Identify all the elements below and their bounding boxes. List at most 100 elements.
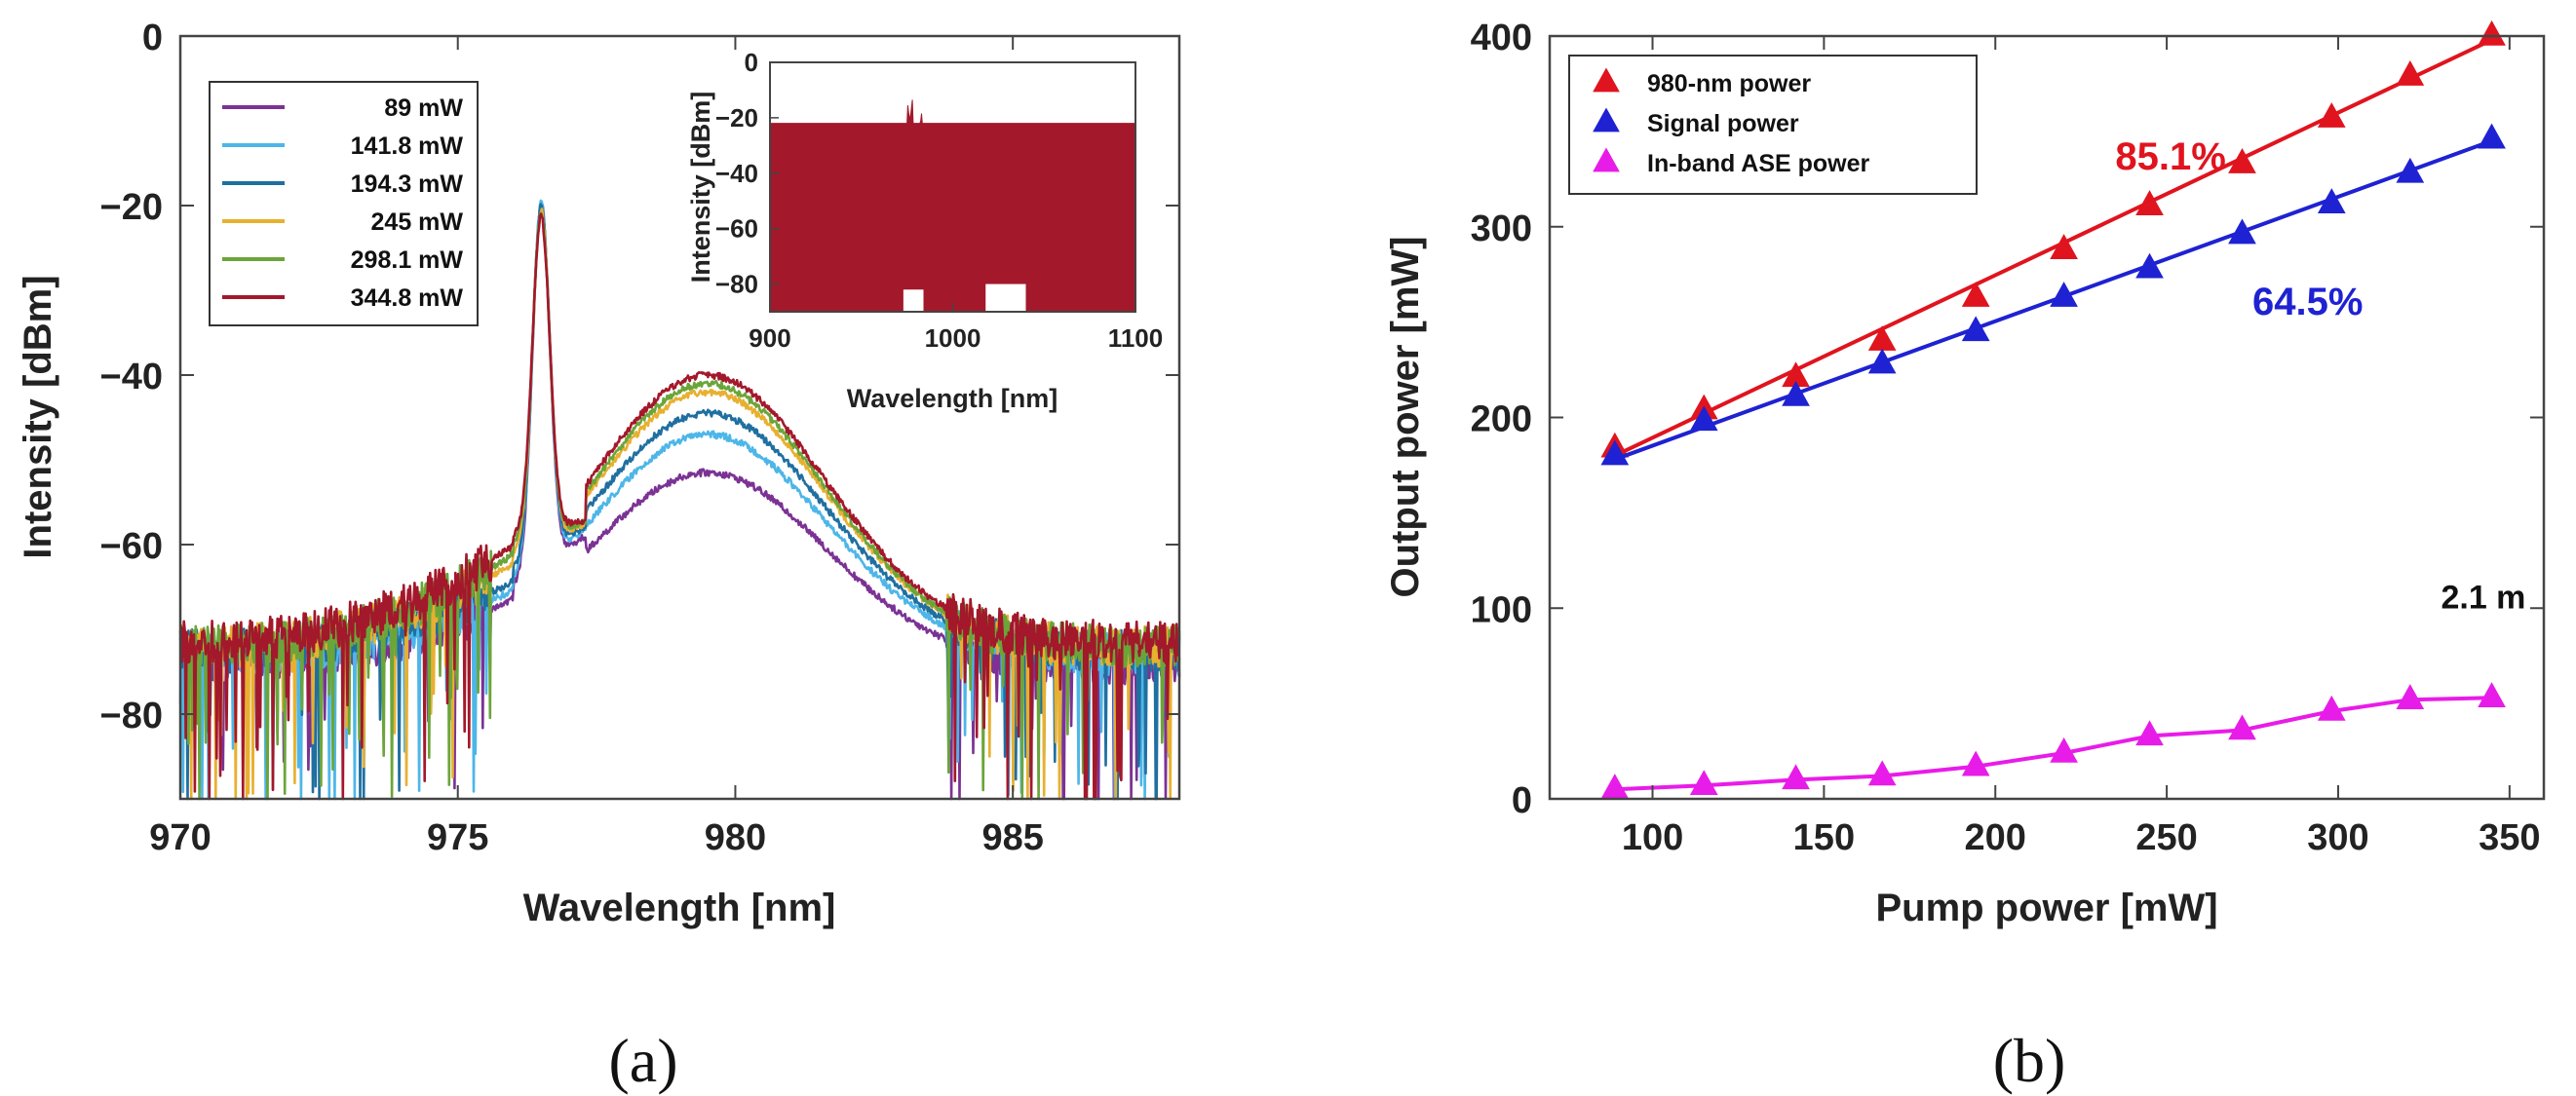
legend-marker-b-2 <box>1593 147 1620 172</box>
chart-a-ylabel: Intensity [dBm] <box>17 275 59 558</box>
inset-gap-1 <box>903 289 924 312</box>
y-tick-label-a-0: 0 <box>142 18 163 58</box>
marker-b-1-0 <box>1600 439 1630 466</box>
x-tick-label-b-2: 200 <box>1965 817 2026 858</box>
x-tick-label-b-1: 150 <box>1793 817 1855 858</box>
chart-b-series <box>1600 19 2506 799</box>
marker-b-2-7 <box>2228 714 2256 740</box>
marker-b-0-3 <box>1867 325 1897 351</box>
x-tick-label-a-0: 970 <box>149 817 211 858</box>
inset-spectrum-area <box>769 99 1136 313</box>
marker-b-1-7 <box>2228 218 2256 245</box>
y-tick-label-a-4: −80 <box>100 696 163 737</box>
inset-y-tick-label-1: −20 <box>715 103 758 132</box>
annotation-b-1: 64.5% <box>2252 281 2363 323</box>
fit-line-b-0 <box>1613 38 2493 458</box>
legend-label-a-0: 89 mW <box>384 94 463 122</box>
inset-x-tick-label-1: 1000 <box>925 323 981 353</box>
y-tick-label-b-3: 300 <box>1471 208 1532 249</box>
marker-b-1-4 <box>1961 316 1990 342</box>
legend-label-a-3: 245 mW <box>371 208 464 236</box>
chart-a-xlabel: Wavelength [nm] <box>523 887 836 929</box>
legend-label-b-1: Signal power <box>1647 110 1799 137</box>
x-tick-label-b-0: 100 <box>1622 817 1683 858</box>
marker-b-0-4 <box>1961 282 1990 307</box>
marker-b-0-10 <box>2478 19 2506 46</box>
marker-b-2-6 <box>2135 720 2164 746</box>
inset-x-tick-label-2: 1100 <box>1108 323 1163 353</box>
panel-label-b: (b) <box>1993 1026 2066 1095</box>
marker-b-2-2 <box>1782 764 1810 790</box>
marker-b-2-8 <box>2317 695 2346 721</box>
y-tick-label-b-1: 100 <box>1471 589 1532 630</box>
chart-a: 970 975 980 985 0 −20 −40 −60 −80 Wavelength [nm… <box>17 18 1181 1095</box>
chart-a-series-lines <box>178 199 1181 801</box>
y-tick-label-a-1: −20 <box>100 187 163 228</box>
y-tick-label-b-4: 400 <box>1471 18 1532 58</box>
chart-a-plot-frame <box>178 34 1181 801</box>
marker-b-0-6 <box>2135 190 2164 215</box>
marker-b-2-9 <box>2396 684 2425 709</box>
marker-b-0-5 <box>2050 234 2078 259</box>
chart-b-legend-items: 980-nm power Signal power In-band ASE powe… <box>1593 67 1870 177</box>
marker-b-2-1 <box>1689 770 1718 796</box>
chart-b-ylabel: Output power [mW] <box>1384 236 1427 597</box>
x-tick-label-a-2: 980 <box>705 817 766 858</box>
chart-a-ticks: 970 975 980 985 0 −20 −40 −60 −80 <box>100 18 1179 858</box>
marker-b-2-10 <box>2478 682 2506 707</box>
y-tick-label-a-2: −40 <box>100 357 163 397</box>
chart-a-inset-spectrum <box>769 99 1136 313</box>
chart-a-legend-box <box>209 81 479 326</box>
marker-b-2-3 <box>1867 760 1897 786</box>
series-line-b-2 <box>1614 696 2492 792</box>
chart-a-inset: 900 1000 1100 0 −20 −40 −60 −80 Wavelength [nm]… <box>686 48 1163 413</box>
chart-b-xlabel: Pump power [mW] <box>1875 887 2217 929</box>
x-tick-label-a-3: 985 <box>981 817 1043 858</box>
inset-x-tick-label-0: 900 <box>749 323 790 353</box>
marker-b-1-5 <box>2050 282 2078 307</box>
y-tick-label-a-3: −60 <box>100 526 163 567</box>
chart-a-inset-ticks: 900 1000 1100 0 −20 −40 −60 −80 <box>715 48 1163 353</box>
marker-b-0-9 <box>2396 60 2425 86</box>
marker-b-1-6 <box>2135 252 2164 279</box>
legend-label-a-4: 298.1 mW <box>351 246 464 274</box>
chart-a-legend: 89 mW 141.8 mW 194.3 mW 245 mW 298.1 mW 344.8… <box>209 81 479 326</box>
marker-b-1-1 <box>1689 405 1718 432</box>
marker-b-1-2 <box>1782 380 1810 406</box>
inset-y-tick-label-0: 0 <box>745 48 758 77</box>
x-tick-label-b-3: 250 <box>2135 817 2197 858</box>
annotation-b-0: 85.1% <box>2115 135 2225 178</box>
marker-b-2-4 <box>1961 750 1990 776</box>
inset-y-tick-label-4: −80 <box>715 270 758 299</box>
inset-gap-2 <box>985 283 1026 312</box>
marker-b-2-5 <box>2050 737 2078 763</box>
series-line-a-5 <box>178 212 1180 801</box>
y-tick-label-b-0: 0 <box>1512 780 1532 821</box>
chart-a-inset-ylabel: Intensity [dBm] <box>686 92 715 283</box>
panel-label-a: (a) <box>608 1026 677 1095</box>
legend-label-a-5: 344.8 mW <box>351 284 464 312</box>
x-tick-label-b-4: 300 <box>2307 817 2368 858</box>
legend-label-b-0: 980-nm power <box>1647 70 1811 97</box>
marker-b-0-8 <box>2317 102 2346 128</box>
chart-b-annotations: 85.1% 64.5% 2.1 m <box>2115 135 2525 616</box>
marker-b-1-9 <box>2396 157 2425 183</box>
legend-marker-b-1 <box>1593 107 1620 132</box>
chart-b-ticks: 100 150 200 250 300 350 0 100 200 300 400 <box>1471 18 2544 858</box>
marker-b-1-8 <box>2317 188 2346 213</box>
x-tick-label-a-1: 975 <box>427 817 488 858</box>
y-tick-label-b-2: 200 <box>1471 399 1532 440</box>
legend-label-a-1: 141.8 mW <box>351 132 464 160</box>
fit-line-b-1 <box>1614 138 2493 462</box>
chart-b-legend-box <box>1568 55 1978 195</box>
chart-b-legend: 980-nm power Signal power In-band ASE powe… <box>1568 55 1978 195</box>
marker-b-1-3 <box>1867 348 1897 374</box>
chart-b: 100 150 200 250 300 350 0 100 200 300 400 Pump pow… <box>1384 18 2546 1095</box>
marker-b-1-10 <box>2478 123 2506 149</box>
chart-a-inset-xlabel: Wavelength [nm] <box>847 384 1058 413</box>
legend-marker-b-0 <box>1593 67 1620 93</box>
chart-a-legend-items: 89 mW 141.8 mW 194.3 mW 245 mW 298.1 mW 344.8… <box>222 94 463 312</box>
marker-b-0-7 <box>2228 148 2256 173</box>
x-tick-label-b-5: 350 <box>2479 817 2540 858</box>
